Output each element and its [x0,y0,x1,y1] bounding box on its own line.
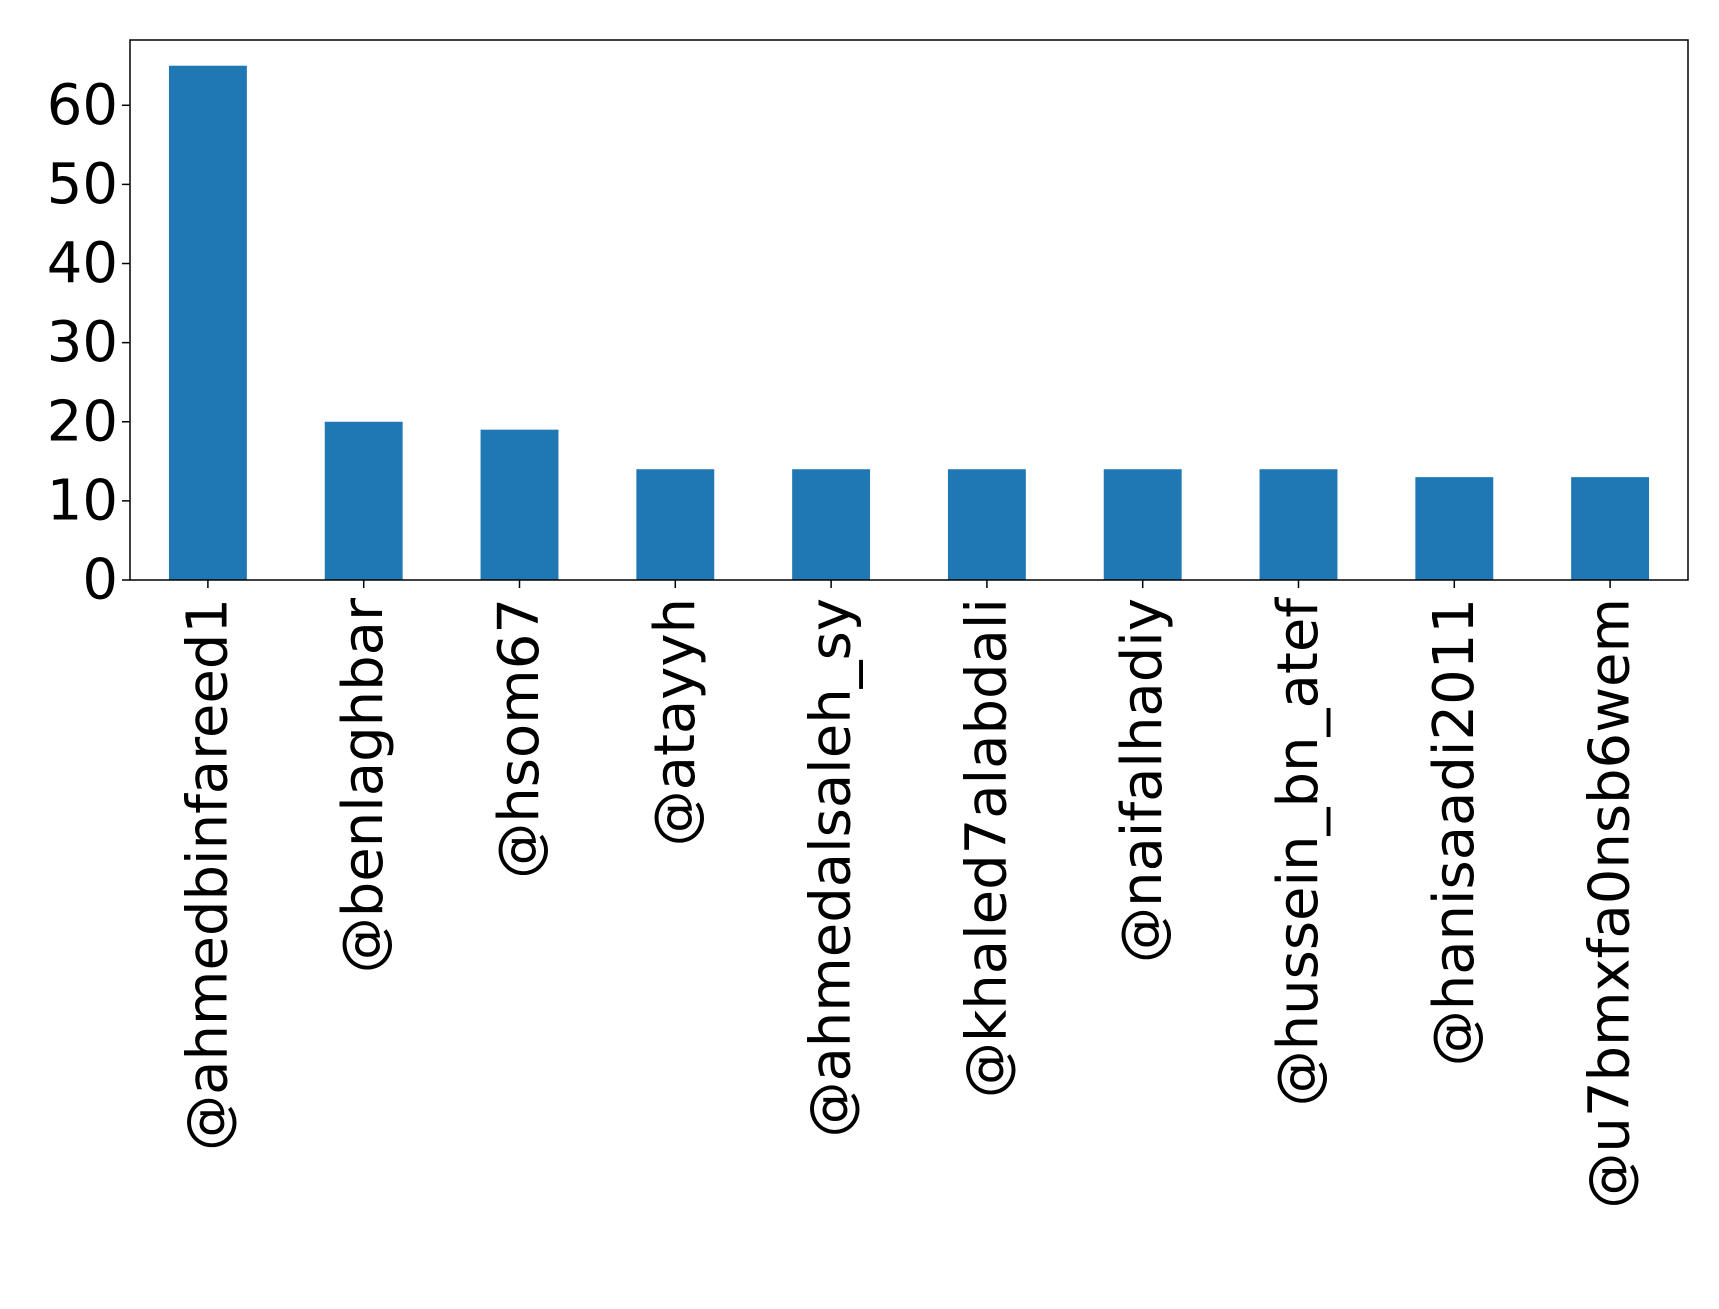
bar-7 [1259,469,1338,580]
x-tick-label-8: @hanisaadi2011 [1422,598,1487,1066]
x-axis: @ahmedbinfareed1 @benlaghbar @hsom67 @atayy… [175,580,1643,1209]
bars-group [168,65,1650,580]
x-tick-label-0: @ahmedbinfareed1 [175,598,240,1151]
bar-1 [324,421,403,580]
bar-2 [480,429,559,580]
y-axis: 0 10 20 30 40 50 60 [47,73,130,613]
bar-9 [1571,477,1650,580]
y-tick-label-0: 0 [82,548,118,613]
x-tick-label-4: @ahmedalsaleh_sy [799,598,864,1138]
y-tick-label-1: 10 [47,468,118,533]
x-tick-label-5: @khaled7alabdali [954,598,1019,1098]
x-tick-label-7: @hussein_bn_atef [1266,597,1331,1107]
bar-0 [168,65,247,580]
x-tick-label-3: @atayyh [643,598,708,846]
x-tick-label-9: @u7bmxfa0nsb6wem [1578,598,1643,1209]
x-tick-label-2: @hsom67 [487,598,552,879]
bar-4 [792,469,871,580]
y-tick-label-5: 50 [47,152,118,217]
x-tick-label-6: @naifalhadiy [1110,598,1175,963]
bar-8 [1415,477,1494,580]
x-tick-label-1: @benlaghbar [331,597,396,973]
y-tick-label-2: 20 [47,389,118,454]
bar-3 [636,469,715,580]
bar-6 [1103,469,1182,580]
y-tick-label-3: 30 [47,310,118,375]
plot-frame [129,39,1689,581]
y-tick-label-6: 60 [47,73,118,138]
y-tick-label-4: 40 [47,231,118,296]
bar-5 [947,469,1026,580]
